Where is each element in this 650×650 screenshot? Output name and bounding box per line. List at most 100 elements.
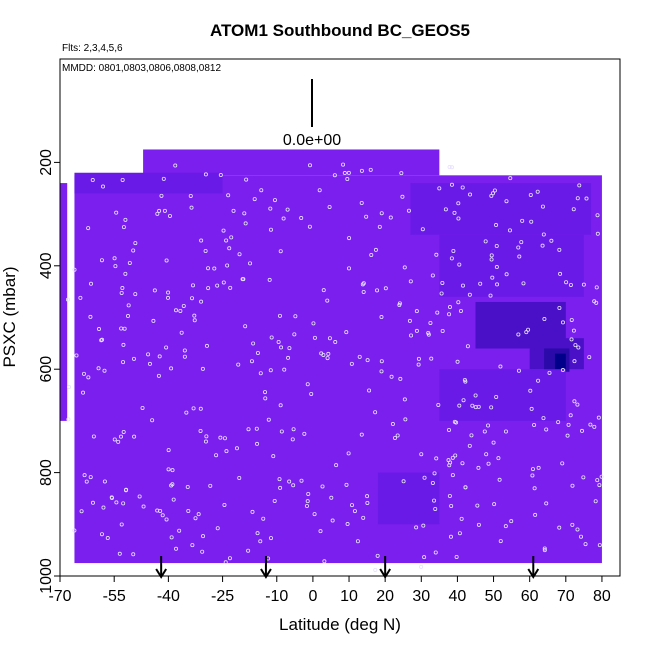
sample-marker <box>319 351 324 356</box>
sample-marker <box>137 494 142 499</box>
sample-marker <box>369 253 374 258</box>
sample-marker <box>99 532 104 537</box>
sample-marker <box>185 484 190 489</box>
sample-marker <box>569 317 574 322</box>
sample-marker <box>96 327 101 332</box>
sample-marker <box>476 465 481 470</box>
sample-marker <box>279 429 284 434</box>
sample-marker <box>475 503 480 508</box>
sample-marker <box>198 428 203 433</box>
sample-marker <box>96 366 101 371</box>
sample-marker <box>573 343 578 348</box>
sample-marker <box>125 314 130 319</box>
sample-marker <box>365 358 370 363</box>
sample-marker <box>450 455 455 460</box>
sample-marker <box>457 262 462 267</box>
sample-marker <box>99 338 104 343</box>
sample-marker <box>542 317 547 322</box>
sample-marker <box>155 211 160 216</box>
sample-marker <box>91 434 96 439</box>
sample-marker <box>530 473 535 478</box>
sample-marker <box>120 177 125 182</box>
sample-marker <box>365 494 370 499</box>
sample-marker <box>287 346 292 351</box>
sample-marker <box>468 192 473 197</box>
sample-marker <box>451 249 456 254</box>
sample-marker <box>584 196 589 201</box>
sample-marker <box>383 286 388 291</box>
sample-marker <box>439 291 444 296</box>
sample-marker <box>504 272 509 277</box>
sample-marker <box>587 355 592 360</box>
sample-marker <box>355 539 360 544</box>
sample-marker <box>285 207 290 212</box>
sample-marker <box>123 271 128 276</box>
sample-marker <box>597 543 602 548</box>
sample-marker <box>373 567 378 572</box>
sample-marker <box>251 341 256 346</box>
sample-marker <box>258 539 263 544</box>
sample-marker <box>454 554 459 559</box>
sample-marker <box>102 368 107 373</box>
sample-marker <box>223 560 228 565</box>
sample-marker <box>597 483 602 488</box>
sample-marker <box>509 519 514 524</box>
sample-marker <box>119 326 124 331</box>
sample-marker <box>278 249 283 254</box>
sample-marker <box>588 422 593 427</box>
sample-marker <box>169 483 174 488</box>
sample-marker <box>287 479 292 484</box>
sample-marker <box>166 290 171 295</box>
sample-marker <box>302 431 307 436</box>
sample-marker <box>556 420 561 425</box>
sample-marker <box>259 188 264 193</box>
sample-marker <box>347 236 352 241</box>
sample-marker <box>361 515 366 520</box>
sample-marker <box>159 193 164 198</box>
sample-marker <box>177 528 182 533</box>
sample-marker <box>268 536 273 541</box>
sample-marker <box>99 258 104 263</box>
sample-marker <box>575 402 580 407</box>
sample-marker <box>126 303 131 308</box>
x-tick-label: 80 <box>593 588 611 605</box>
sample-marker <box>212 266 217 271</box>
sample-marker <box>452 210 457 215</box>
sample-marker <box>473 393 478 398</box>
sample-marker <box>201 534 206 539</box>
sample-marker <box>462 377 467 382</box>
sample-marker <box>249 359 254 364</box>
heat-region <box>554 353 566 370</box>
sample-marker <box>311 321 316 326</box>
sample-marker <box>536 465 541 470</box>
sample-marker <box>419 564 424 569</box>
sample-marker <box>236 362 241 367</box>
sample-marker <box>361 281 366 286</box>
sample-marker <box>203 439 208 444</box>
sample-marker <box>79 509 84 514</box>
sample-marker <box>379 369 384 374</box>
sample-marker <box>447 312 452 317</box>
sample-marker <box>171 497 176 502</box>
sample-marker <box>169 535 174 540</box>
sample-marker <box>267 277 272 282</box>
sample-marker <box>157 208 162 213</box>
x-tick-label: 30 <box>412 588 430 605</box>
sample-marker <box>542 546 547 551</box>
sample-marker <box>399 171 404 176</box>
sample-marker <box>131 552 136 557</box>
sample-marker <box>66 385 71 390</box>
sample-marker <box>458 308 463 313</box>
sample-marker <box>261 516 266 521</box>
sample-marker <box>432 471 437 476</box>
sample-marker <box>482 429 487 434</box>
sample-marker <box>491 440 496 445</box>
sample-marker <box>263 396 268 401</box>
sample-marker <box>305 499 310 504</box>
sample-marker <box>203 248 208 253</box>
sample-marker <box>181 303 186 308</box>
sample-marker <box>65 297 70 302</box>
sample-marker <box>540 204 545 209</box>
y-tick-label: 200 <box>38 149 55 176</box>
sample-marker <box>345 177 350 182</box>
